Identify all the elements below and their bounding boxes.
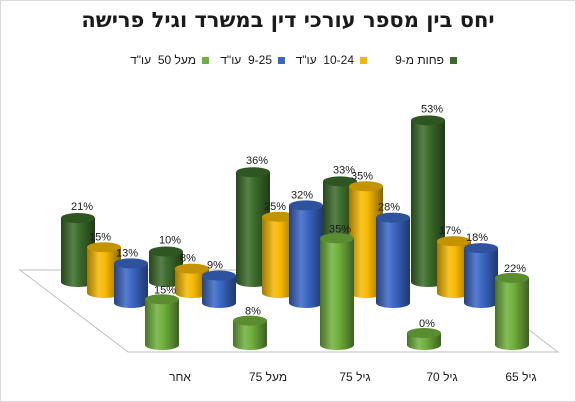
bar-body [236, 172, 270, 287]
legend-label: מעל 50 עו"ד [130, 53, 196, 67]
bar-top [323, 176, 357, 187]
bar-top [437, 236, 471, 247]
bar [236, 167, 270, 287]
legend-swatch [278, 56, 285, 64]
legend-item: 10-24 עו"ד [296, 51, 367, 69]
category-label: גיל 65 [505, 370, 536, 384]
bar-top [495, 272, 529, 283]
category-label: גיל 75 [339, 370, 370, 384]
bar [202, 270, 236, 308]
data-label: 35% [329, 223, 351, 235]
data-label: 8% [180, 253, 196, 265]
bar [175, 263, 209, 298]
bar-body [320, 238, 354, 350]
bar [145, 294, 179, 350]
legend-item: מעל 50 עו"ד [130, 51, 209, 69]
bar-body [87, 247, 121, 298]
data-label: 10% [159, 235, 181, 247]
bar-top [175, 263, 209, 274]
bar-top [289, 200, 323, 211]
data-label: 22% [504, 263, 526, 275]
bar-top [145, 294, 179, 305]
data-label: 17% [439, 225, 461, 237]
bar-body [61, 217, 95, 287]
bar-top [236, 167, 270, 178]
bar-body [233, 320, 267, 350]
data-label: 15% [89, 231, 111, 243]
bar-body [376, 217, 410, 308]
bar-body [262, 216, 296, 298]
bar-body [289, 205, 323, 308]
bar [437, 236, 471, 298]
bar-body [149, 251, 183, 287]
bar-body [145, 299, 179, 350]
bar-top [376, 212, 410, 223]
bar-body [411, 120, 445, 287]
bar-top [61, 212, 95, 223]
bar [349, 181, 383, 298]
legend-label: פחות מ-9 [395, 53, 444, 67]
bar [87, 242, 121, 298]
data-label: 53% [421, 103, 443, 115]
data-label: 15% [154, 284, 176, 296]
data-label: 33% [333, 164, 355, 176]
legend-swatch [360, 56, 367, 64]
legend-swatch [202, 56, 209, 64]
bar [61, 212, 95, 287]
bar-top [349, 181, 383, 192]
category-label: גיל 70 [426, 370, 457, 384]
category-label: אחר [169, 370, 191, 384]
legend-label: 10-24 עו"ד [295, 53, 354, 67]
data-label: 36% [246, 155, 268, 167]
bar-top [87, 242, 121, 253]
bar [149, 246, 183, 287]
legend: פחות מ-9 10-24 עו"ד 9-25 עו"ד מעל 50 עו"ד [125, 51, 457, 69]
bar [233, 315, 267, 350]
data-label: 13% [116, 247, 138, 259]
data-label: 35% [351, 170, 373, 182]
bar-body [175, 268, 209, 298]
bar-top [149, 246, 183, 257]
bar [262, 211, 296, 298]
data-label: 9% [207, 260, 223, 272]
bar [464, 243, 498, 308]
bar [320, 233, 354, 350]
bar [495, 272, 529, 350]
legend-swatch [450, 56, 457, 64]
category-label: מעל 75 [249, 370, 287, 384]
bar-top [233, 315, 267, 326]
bar-body [114, 263, 148, 308]
bar-top [411, 115, 445, 126]
bar [407, 328, 441, 350]
bar [114, 258, 148, 308]
data-label: 21% [71, 201, 93, 213]
bar-body [495, 277, 529, 350]
data-label: 0% [419, 318, 435, 330]
data-label: 18% [466, 232, 488, 244]
chart-title: יחס בין מספר עורכי דין במשרד וגיל פרישה [81, 8, 495, 32]
bar [289, 200, 323, 308]
bar-top [202, 270, 236, 281]
data-label: 32% [291, 189, 313, 201]
bar-body [202, 275, 236, 308]
bar [411, 115, 445, 287]
bar-body [464, 248, 498, 308]
bar-top [464, 243, 498, 254]
bar-top [262, 211, 296, 222]
legend-item: פחות מ-9 [395, 51, 457, 69]
bar-body [437, 241, 471, 298]
data-label: 8% [245, 306, 261, 318]
bar [376, 212, 410, 308]
bar-top [320, 233, 354, 244]
legend-item: 9-25 עו"ד [220, 51, 285, 69]
bar-top [407, 328, 441, 338]
bar-top [114, 258, 148, 269]
data-label: 28% [378, 202, 400, 214]
data-label: 25% [264, 201, 286, 213]
bar-body [349, 186, 383, 298]
legend-label: 9-25 עו"ד [220, 53, 272, 67]
